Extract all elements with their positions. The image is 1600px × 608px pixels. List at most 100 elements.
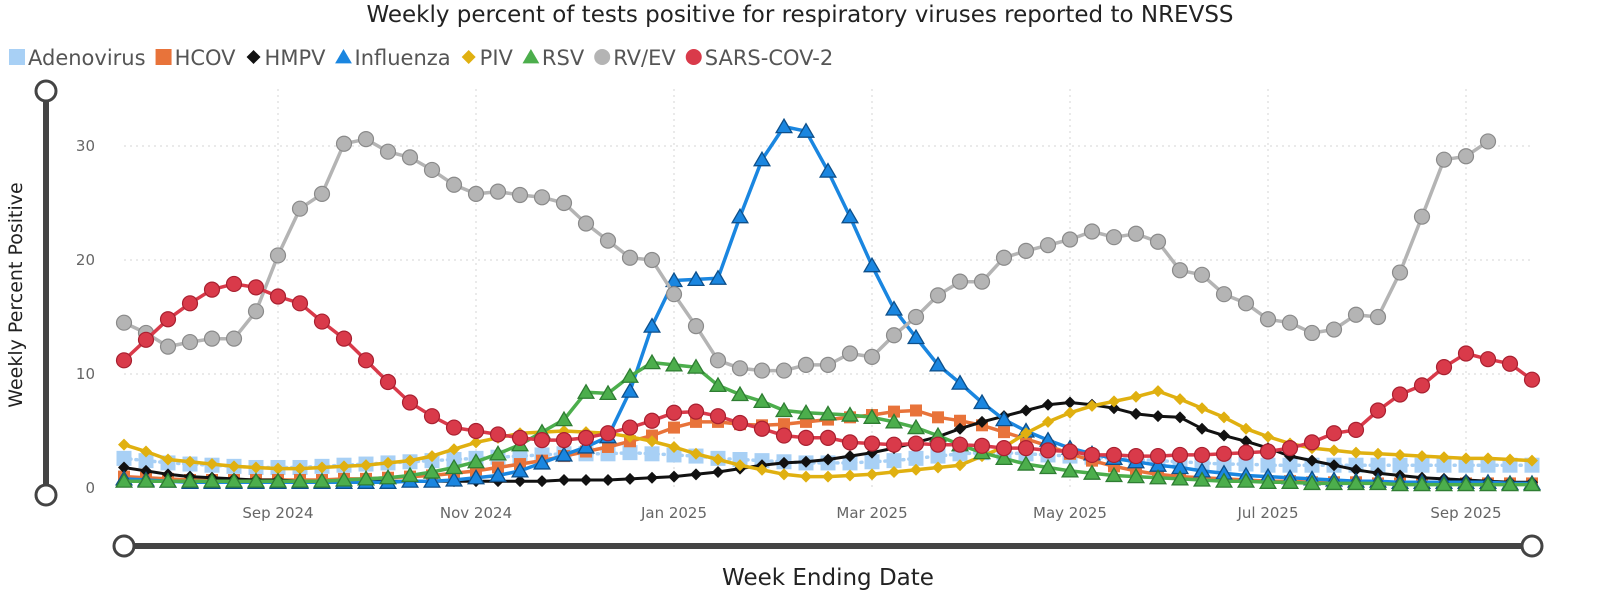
data-point-piv [1262,430,1274,443]
legend: Adenovirus HCOV HMPV Influenza PIV RSV RV/EV SA… [9,46,833,70]
data-point-rsv [114,472,134,488]
data-point-sars-cov-2 [1171,446,1189,464]
data-point-piv [1086,399,1098,412]
data-point-hcov [602,440,614,453]
data-point-influenza [840,207,860,224]
data-point-piv [1328,444,1340,457]
data-point-influenza [488,466,508,483]
data-point-sars-cov-2 [533,432,551,449]
data-point-sars-cov-2 [423,408,441,425]
legend-label-sars-cov-2: SARS-COV-2 [705,46,833,70]
data-point-rv-ev [709,352,727,369]
data-point-sars-cov-2 [159,311,177,328]
legend-item-piv[interactable]: PIV [461,46,514,70]
data-point-hcov [910,404,922,417]
data-point-sars-cov-2 [489,426,507,443]
x-slider-right-handle[interactable] [1520,534,1544,558]
legend-label-influenza: Influenza [355,46,451,70]
legend-item-hcov[interactable]: HCOV [155,46,237,70]
data-point-rsv [1434,475,1454,492]
data-point-adenovirus [644,446,660,462]
data-point-rsv [378,468,398,485]
data-point-influenza [862,256,882,273]
data-point-sars-cov-2 [907,435,925,452]
data-point-adenovirus [864,454,880,470]
legend-item-rsv[interactable]: RSV [522,46,585,70]
data-point-rv-ev [1435,151,1453,168]
data-point-rsv [576,383,596,399]
data-point-rv-ev [1017,242,1035,259]
data-point-influenza [796,122,816,138]
data-point-piv [272,462,284,475]
data-point-hmpv [1306,454,1318,467]
data-point-influenza [818,162,838,178]
data-point-piv [140,445,152,458]
data-point-adenovirus [908,450,924,466]
data-point-rv-ev [1325,321,1343,338]
data-point-hmpv [668,470,680,483]
data-point-adenovirus [666,447,682,463]
data-point-rsv [422,463,442,479]
data-point-piv [910,463,922,476]
data-point-rv-ev [1391,264,1409,281]
legend-label-hcov: HCOV [175,46,237,70]
data-point-sars-cov-2 [863,435,881,452]
data-point-hmpv [118,461,130,474]
data-point-rsv [180,472,200,488]
data-point-sars-cov-2 [1369,402,1387,419]
data-point-rsv [202,472,222,488]
data-point-sars-cov-2 [335,330,353,347]
data-point-rv-ev [291,200,309,217]
data-point-piv [646,435,658,448]
data-point-rv-ev [159,338,177,355]
legend-item-influenza[interactable]: Influenza [335,46,451,70]
data-point-rsv [246,472,266,488]
data-point-hmpv [140,464,152,477]
data-point-piv [866,468,878,481]
data-point-piv [448,443,460,456]
data-point-rsv [466,452,486,469]
data-point-influenza [730,207,750,224]
legend-marker-rv-ev [594,49,611,65]
data-point-rv-ev [929,287,947,304]
data-point-rsv [1082,464,1102,480]
series-rv-ev [115,131,1497,379]
x-tick-label: Mar 2025 [836,504,907,522]
data-point-rv-ev [863,348,881,365]
data-point-rv-ev [247,303,265,320]
y-slider-top-handle[interactable] [34,79,58,103]
data-point-influenza [972,393,992,410]
x-tick-label: Sep 2024 [242,504,313,522]
data-point-rsv [1390,475,1410,492]
data-point-influenza [532,454,552,470]
data-point-rv-ev [643,251,661,269]
data-point-hcov [998,426,1010,439]
legend-item-sars-cov-2[interactable]: SARS-COV-2 [685,46,833,70]
legend-label-hmpv: HMPV [265,46,327,70]
data-point-sars-cov-2 [951,436,969,453]
data-point-influenza [950,374,970,390]
data-point-rv-ev [489,183,507,200]
legend-item-adenovirus[interactable]: Adenovirus [9,46,146,70]
x-slider-left-handle[interactable] [112,534,136,558]
data-point-rsv [818,405,838,421]
data-point-rsv [136,472,156,488]
legend-item-rv-ev[interactable]: RV/EV [594,46,676,70]
y-slider-bottom-handle[interactable] [34,483,58,507]
data-point-rv-ev [665,286,683,303]
series-rsv [114,353,1542,492]
data-point-rv-ev [181,333,199,351]
data-point-rsv [598,384,618,401]
x-range-slider[interactable] [112,534,1544,558]
data-point-hmpv [1218,429,1230,442]
data-point-hmpv [778,456,790,469]
data-point-rsv [1148,468,1168,485]
data-point-rsv [488,445,508,461]
legend-item-hmpv[interactable]: HMPV [246,46,327,70]
legend-marker-hmpv [246,50,261,64]
data-point-rv-ev [907,308,925,326]
y-range-slider[interactable] [34,79,58,507]
data-point-adenovirus [1282,457,1298,473]
data-point-adenovirus [1480,457,1496,473]
data-point-piv [294,462,306,475]
